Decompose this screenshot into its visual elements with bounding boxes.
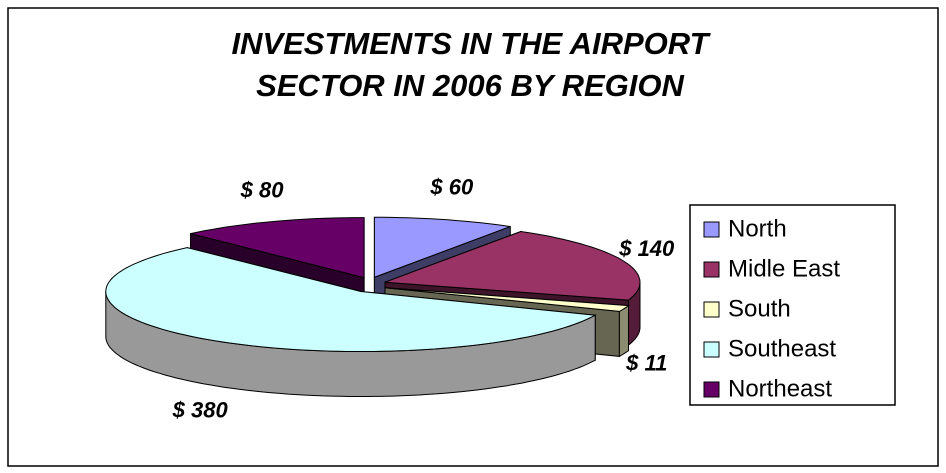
data-label: $ 11 <box>625 350 667 375</box>
legend-label: North <box>728 215 787 242</box>
data-label: $ 80 <box>240 178 285 203</box>
pie-slice <box>373 216 511 279</box>
pie-slice <box>384 287 630 312</box>
pie-slice <box>384 230 641 301</box>
pie-slice <box>105 247 597 352</box>
pie-slice <box>190 217 365 279</box>
legend-swatch <box>703 221 720 238</box>
legend-swatch <box>703 301 720 318</box>
legend-label: South <box>728 295 791 322</box>
legend-swatch <box>703 261 720 278</box>
legend-label: Northeast <box>728 375 832 402</box>
data-label: $ 380 <box>172 398 229 423</box>
legend-swatch <box>703 381 720 398</box>
legend-box <box>689 204 896 406</box>
chart-title: SECTOR IN 2006 BY REGION <box>256 68 684 103</box>
data-label: $ 140 <box>618 236 675 261</box>
legend-swatch <box>703 341 720 358</box>
legend-label: Southeast <box>728 335 836 362</box>
slice-side <box>618 304 629 358</box>
data-label: $ 60 <box>429 175 474 200</box>
legend-label: Midle East <box>728 255 840 282</box>
chart-title: INVESTMENTS IN THE AIRPORT <box>231 26 711 61</box>
